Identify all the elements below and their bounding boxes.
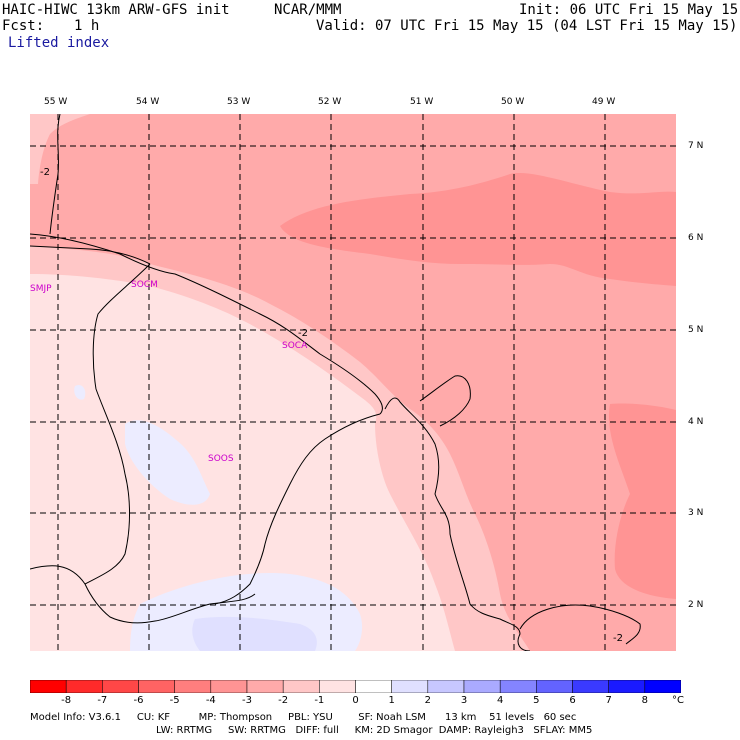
colorbar-swatch (282, 680, 320, 693)
station-label: SOCA (282, 341, 308, 351)
colorbar-tick-label: 2 (424, 695, 432, 706)
lon-label: 51 W (410, 97, 434, 107)
coastline (30, 114, 641, 651)
colorbar-tick-label: 7 (605, 695, 612, 706)
fcst-value: 1 h (74, 18, 100, 34)
colorbar-swatch (174, 680, 212, 693)
fcst-label: Fcst: (2, 18, 45, 34)
lon-label: 50 W (501, 97, 525, 107)
contour-label: -2 (40, 167, 50, 178)
fill-region (30, 274, 455, 651)
fill-region (192, 616, 317, 651)
colorbar-tick-label: 8 (641, 695, 649, 706)
colorbar-swatch (355, 680, 392, 693)
fill-region (125, 420, 210, 505)
colorbar-tick-label: -3 (242, 695, 252, 706)
colorbar-swatch (246, 680, 284, 693)
field-name: Lifted index (8, 35, 110, 51)
colorbar-swatch (30, 680, 67, 693)
lon-label: 52 W (318, 97, 342, 107)
lon-label: 54 W (136, 97, 160, 107)
contour-label: -2 (298, 328, 308, 339)
fill-region (74, 384, 86, 400)
fill-region (609, 403, 676, 599)
lat-label: 6 N (688, 233, 704, 243)
init-time: Init: 06 UTC Fri 15 May 15 (519, 2, 739, 18)
org-label: NCAR/MMM (274, 2, 342, 18)
colorbar-swatch (572, 680, 609, 693)
colorbar-tick-label: -1 (314, 695, 325, 706)
model-title: HAIC-HIWC 13km ARW-GFS init (2, 2, 230, 18)
lon-label: 55 W (44, 97, 68, 107)
colorbar-tick-label: -5 (169, 695, 180, 706)
valid-time: Valid: 07 UTC Fri 15 May 15 (04 LST Fri … (316, 18, 738, 34)
lat-lon-grid (30, 114, 676, 651)
station-label: SOCM (131, 280, 158, 290)
colorbar-tick-label: 5 (533, 695, 540, 706)
contour-label: -2 (613, 633, 623, 644)
colorbar-swatch (644, 680, 681, 693)
colorbar-swatch (463, 680, 501, 693)
colorbar-tick-label: 6 (569, 695, 576, 706)
colorbar-swatch (319, 680, 356, 693)
model-info-line1: Model Info: V3.6.1 CU: KF MP: Thompson P… (30, 712, 577, 723)
colorbar-unit: °C (672, 695, 684, 706)
colorbar-swatch (102, 680, 139, 693)
fill-region (30, 114, 90, 184)
colorbar-swatch (65, 680, 103, 693)
lifted-index-map (30, 114, 676, 651)
colorbar-tick-label: -4 (205, 695, 216, 706)
colorbar-swatch (536, 680, 573, 693)
colorbar-tick-label: 3 (460, 695, 468, 706)
lat-label: 2 N (688, 600, 704, 610)
colorbar-tick-label: -7 (97, 695, 108, 706)
colorbar-swatch (608, 680, 646, 693)
model-info-line2: LW: RRTMG SW: RRTMG DIFF: full KM: 2D Sm… (156, 725, 593, 736)
colorbar-swatch (210, 680, 248, 693)
station-label: SMJP (30, 284, 52, 294)
lon-label: 49 W (592, 97, 616, 107)
lat-label: 7 N (688, 141, 704, 151)
colorbar-swatch (391, 680, 429, 693)
colorbar-tick-label: 0 (352, 695, 359, 706)
colorbar-swatch (499, 680, 537, 693)
colorbar-tick-label: -6 (133, 695, 144, 706)
lat-label: 5 N (688, 325, 704, 335)
colorbar-swatch (138, 680, 175, 693)
station-label: SOOS (208, 454, 234, 464)
colorbar-tick-label: 1 (388, 695, 395, 706)
colorbar-tick-label: 4 (496, 695, 504, 706)
lat-label: 3 N (688, 508, 704, 518)
lon-label: 53 W (227, 97, 251, 107)
colorbar-swatch (427, 680, 465, 693)
colorbar (30, 680, 681, 693)
lat-label: 4 N (688, 417, 704, 427)
colorbar-tick-label: -8 (61, 695, 72, 706)
fill-region (280, 173, 676, 286)
colorbar-tick-label: -2 (278, 695, 289, 706)
